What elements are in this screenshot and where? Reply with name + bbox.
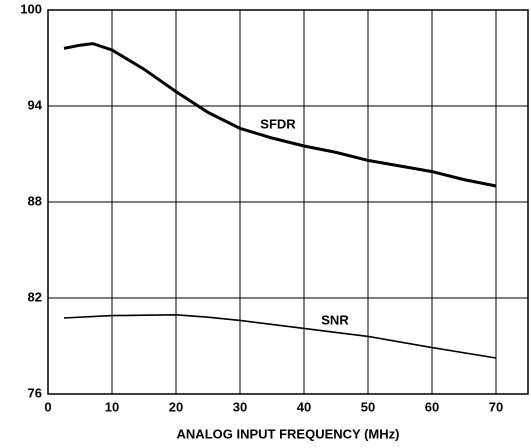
series-label: SFDR [260,116,296,131]
x-tick-label: 40 [297,399,311,414]
plot-frame [47,9,529,395]
x-axis-label: ANALOG INPUT FREQUENCY (MHz) [177,426,400,441]
series-line [63,42,497,188]
series-label: SNR [321,312,349,327]
y-tick-label: 82 [28,289,42,304]
x-tick-label: 30 [233,399,247,414]
series-line [63,313,497,359]
x-tick-label: 70 [489,399,503,414]
y-tick-label: 76 [28,385,42,400]
y-tick-label: 94 [28,97,43,112]
y-tick-label: 100 [20,1,42,16]
x-tick-label: 50 [361,399,375,414]
x-tick-label: 10 [105,399,119,414]
y-tick-label: 88 [28,193,42,208]
x-tick-label: 20 [169,399,183,414]
x-tick-label: 60 [425,399,439,414]
x-tick-label: 0 [44,399,51,414]
